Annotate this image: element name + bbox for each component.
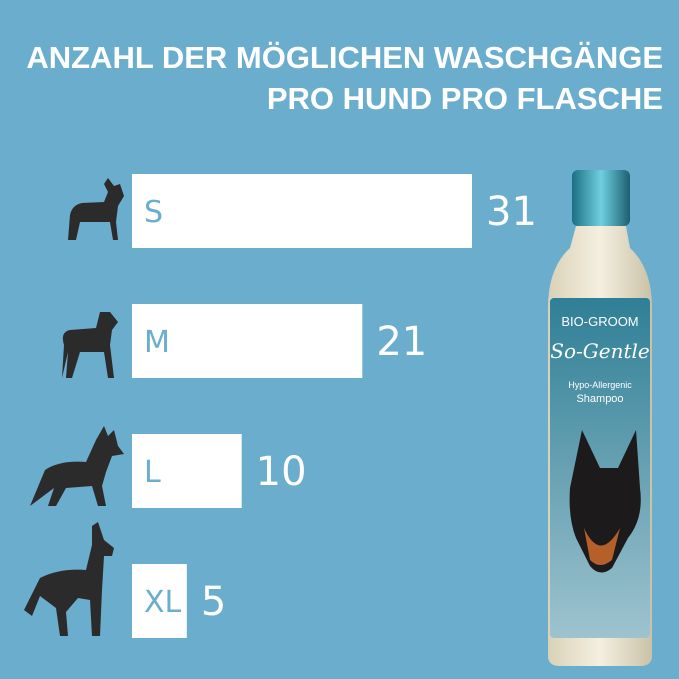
xl-dog-icon [24,522,114,636]
small-dog-icon [68,178,124,240]
title-line-1: ANZAHL DER MÖGLICHEN WASCHGÄNGE [26,40,663,75]
bar-s [132,174,472,248]
medium-dog-icon [62,312,118,378]
value-label: 5 [201,579,226,625]
category-label: S [144,195,163,230]
value-label: 31 [486,189,537,235]
product-line-1: Hypo-Allergenic [568,380,632,390]
value-label: 10 [256,449,307,495]
bar-xl [132,564,187,638]
brand-text: BIO-GROOM [561,314,638,329]
category-label: M [144,325,170,360]
bar-l [132,434,242,508]
category-label: L [144,455,161,490]
product-name: So-Gentle [550,339,649,363]
shampoo-bottle-image: BIO-GROOM So-Gentle Hypo-Allergenic Sham… [548,170,652,666]
value-label: 21 [376,319,427,365]
product-line-2: Shampoo [576,393,623,405]
bar-m [132,304,363,378]
category-label: XL [144,585,182,620]
title-line-2: PRO HUND PRO FLASCHE [266,81,663,116]
large-dog-icon [30,426,124,506]
